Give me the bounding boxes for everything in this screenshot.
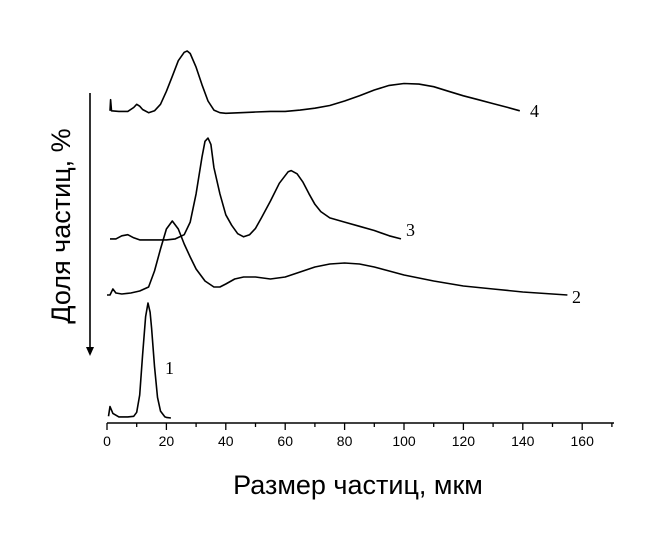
curve-4 xyxy=(109,50,521,115)
x-tick-label: 0 xyxy=(103,433,111,449)
curve-label-4: 4 xyxy=(530,101,539,121)
curve-labels-group: 1 2 3 4 xyxy=(165,101,581,378)
y-arrow-head xyxy=(86,347,94,356)
curve-label-1: 1 xyxy=(165,358,174,378)
curve-3 xyxy=(110,137,402,241)
curve-label-3: 3 xyxy=(406,220,415,240)
curve-1 xyxy=(107,302,172,419)
x-tick-label: 120 xyxy=(452,433,476,449)
x-tick-label: 100 xyxy=(392,433,416,449)
x-tick-label: 60 xyxy=(277,433,293,449)
x-tick-label: 40 xyxy=(218,433,234,449)
y-axis-title: Доля частиц, % xyxy=(46,128,76,323)
x-axis-title: Размер частиц, мкм xyxy=(233,470,483,500)
curve-label-2: 2 xyxy=(572,287,581,307)
curves-group xyxy=(107,50,568,419)
x-tick-label: 20 xyxy=(159,433,175,449)
x-tick-label: 80 xyxy=(337,433,353,449)
x-axis: 0 20 40 60 80 100 120 140 160 xyxy=(103,422,614,449)
y-axis-arrow xyxy=(86,93,94,356)
x-tick-label: 140 xyxy=(511,433,535,449)
x-tick-label: 160 xyxy=(571,433,595,449)
curve-2 xyxy=(107,220,568,296)
